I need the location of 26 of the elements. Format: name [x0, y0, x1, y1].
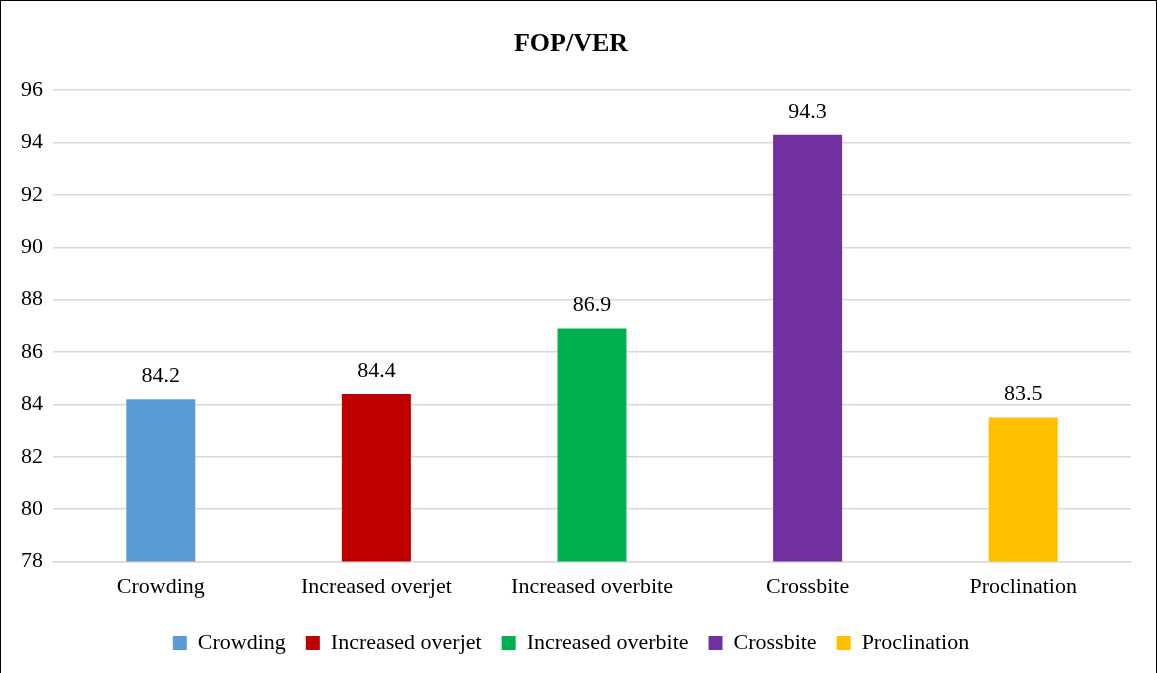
legend-label: Increased overjet [330, 628, 482, 654]
x-tick-label: Crossbite [766, 572, 850, 598]
legend-label: Increased overbite [526, 628, 689, 654]
y-tick-label: 78 [21, 547, 43, 573]
data-label: 94.3 [788, 97, 827, 123]
y-tick-label: 86 [21, 337, 43, 363]
x-tick-label: Increased overjet [300, 572, 452, 598]
y-tick-label: 88 [21, 285, 43, 311]
legend-label: Crowding [197, 628, 286, 654]
y-tick-label: 90 [21, 233, 43, 259]
y-tick-label: 82 [21, 442, 43, 468]
x-tick-label: Increased overbite [511, 572, 673, 598]
x-tick-label: Proclination [969, 572, 1077, 598]
data-label: 83.5 [1003, 380, 1043, 406]
data-label: 86.9 [572, 291, 612, 317]
y-tick-label: 80 [21, 495, 43, 520]
y-tick-label: 96 [21, 75, 43, 101]
y-tick-label: 84 [21, 390, 43, 416]
legend-label: Proclination [861, 628, 970, 654]
x-tick-label: Crowding [116, 572, 205, 598]
data-label: 84.2 [141, 362, 181, 388]
y-tick-label: 92 [21, 180, 43, 206]
data-label: 84.4 [357, 356, 396, 382]
y-tick-label: 94 [21, 128, 43, 154]
legend-label: Crossbite [733, 628, 817, 654]
chart-title: FOP/VER [513, 28, 629, 58]
